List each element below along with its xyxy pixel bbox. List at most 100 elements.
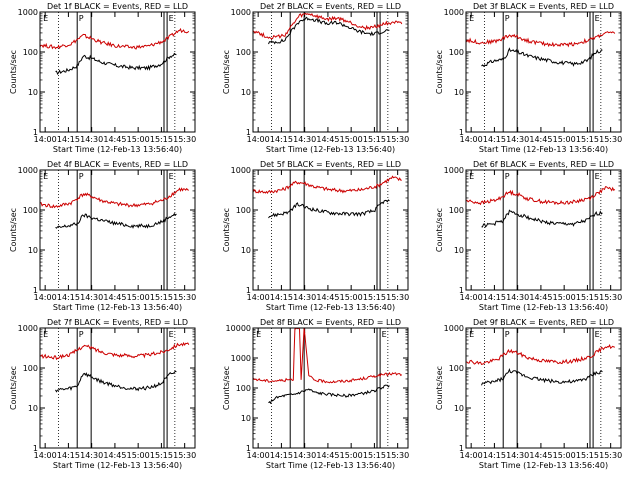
y-axis-label: Counts/sec bbox=[435, 366, 444, 410]
y-tick-label: 1 bbox=[33, 128, 38, 137]
lld-series-line bbox=[39, 27, 190, 50]
x-axis-label: Start Time (12-Feb-13 13:56:40) bbox=[266, 145, 395, 154]
panel-title: Det 4f BLACK = Events, RED = LLD bbox=[47, 160, 188, 169]
x-tick-label: 14:30 bbox=[293, 135, 316, 144]
events-series-line bbox=[481, 368, 603, 386]
region-label: E bbox=[169, 330, 174, 339]
y-axis-label: Counts/sec bbox=[222, 208, 231, 252]
plot-frame bbox=[39, 11, 196, 133]
region-label: P bbox=[505, 330, 510, 339]
y-tick-label: 100 bbox=[236, 48, 251, 57]
x-tick-label: 14:15 bbox=[483, 293, 506, 302]
y-tick-label: 10 bbox=[454, 246, 464, 255]
y-tick-label: 1 bbox=[246, 286, 251, 295]
x-tick-label: 15:30 bbox=[173, 451, 196, 460]
region-label: E bbox=[169, 172, 174, 181]
y-axis-label: Counts/sec bbox=[435, 50, 444, 94]
x-tick-label: 14:15 bbox=[57, 451, 80, 460]
lld-series-line bbox=[39, 341, 190, 361]
x-tick-label: 14:45 bbox=[103, 135, 126, 144]
x-tick-label: 14:00 bbox=[460, 135, 483, 144]
y-tick-label: 10 bbox=[241, 414, 251, 423]
region-label: E bbox=[469, 172, 474, 181]
x-tick-label: 15:00 bbox=[340, 135, 363, 144]
x-tick-label: 14:45 bbox=[316, 293, 339, 302]
y-tick-label: 100 bbox=[449, 48, 464, 57]
x-axis-label: Start Time (12-Feb-13 13:56:40) bbox=[479, 461, 608, 470]
x-tick-label: 14:15 bbox=[483, 135, 506, 144]
x-tick-label: 14:30 bbox=[506, 451, 529, 460]
panel-title: Det 6f BLACK = Events, RED = LLD bbox=[473, 160, 614, 169]
lld-series-line bbox=[465, 31, 616, 48]
y-tick-label: 100 bbox=[236, 206, 251, 215]
region-label: E bbox=[43, 172, 48, 181]
x-tick-label: 14:45 bbox=[316, 451, 339, 460]
x-tick-label: 15:30 bbox=[599, 135, 622, 144]
x-tick-label: 15:30 bbox=[386, 135, 409, 144]
x-tick-label: 14:45 bbox=[103, 451, 126, 460]
region-label: E bbox=[256, 330, 261, 339]
y-tick-label: 100 bbox=[23, 206, 38, 215]
y-tick-label: 10 bbox=[28, 88, 38, 97]
x-tick-label: 15:15 bbox=[150, 135, 173, 144]
x-tick-label: 15:15 bbox=[576, 135, 599, 144]
y-tick-label: 1 bbox=[246, 444, 251, 453]
y-axis-label: Counts/sec bbox=[9, 366, 18, 410]
panel-det-8: Det 8f BLACK = Events, RED = LLD 1 10 100 10… bbox=[222, 318, 409, 470]
x-tick-label: 15:00 bbox=[553, 293, 576, 302]
events-series-line bbox=[481, 209, 603, 228]
x-tick-label: 14:15 bbox=[57, 135, 80, 144]
y-tick-label: 1000 bbox=[231, 354, 251, 363]
x-tick-label: 14:00 bbox=[460, 293, 483, 302]
y-tick-label: 1000 bbox=[18, 8, 38, 17]
region-label: E bbox=[595, 172, 600, 181]
panel-title: Det 8f BLACK = Events, RED = LLD bbox=[260, 318, 401, 327]
x-tick-label: 15:00 bbox=[340, 293, 363, 302]
events-series-line bbox=[55, 212, 177, 229]
y-tick-label: 10 bbox=[28, 404, 38, 413]
x-axis-label: Start Time (12-Feb-13 13:56:40) bbox=[479, 145, 608, 154]
x-tick-label: 14:30 bbox=[506, 135, 529, 144]
events-series-line bbox=[268, 16, 390, 45]
y-tick-label: 10 bbox=[454, 88, 464, 97]
x-tick-label: 15:15 bbox=[150, 451, 173, 460]
panel-title: Det 5f BLACK = Events, RED = LLD bbox=[260, 160, 401, 169]
region-label: P bbox=[505, 172, 510, 181]
region-label: E bbox=[382, 330, 387, 339]
x-tick-label: 15:15 bbox=[576, 451, 599, 460]
plot-frame bbox=[465, 11, 622, 133]
panel-title: Det 7f BLACK = Events, RED = LLD bbox=[47, 318, 188, 327]
y-tick-label: 10 bbox=[28, 246, 38, 255]
x-tick-label: 15:15 bbox=[363, 293, 386, 302]
plot-frame bbox=[252, 11, 409, 133]
x-tick-label: 14:15 bbox=[270, 135, 293, 144]
x-tick-label: 14:30 bbox=[293, 451, 316, 460]
x-axis-label: Start Time (12-Feb-13 13:56:40) bbox=[479, 303, 608, 312]
x-axis-label: Start Time (12-Feb-13 13:56:40) bbox=[266, 461, 395, 470]
region-label: P bbox=[79, 14, 84, 23]
y-tick-label: 10 bbox=[241, 88, 251, 97]
y-tick-label: 1000 bbox=[444, 166, 464, 175]
x-tick-label: 14:15 bbox=[57, 293, 80, 302]
y-tick-label: 1 bbox=[459, 128, 464, 137]
lld-series-line bbox=[252, 327, 403, 384]
y-tick-label: 1 bbox=[459, 286, 464, 295]
y-tick-label: 1000 bbox=[231, 166, 251, 175]
x-tick-label: 15:15 bbox=[363, 135, 386, 144]
region-label: P bbox=[79, 172, 84, 181]
plot-frame bbox=[252, 169, 409, 291]
x-tick-label: 14:45 bbox=[316, 135, 339, 144]
x-tick-label: 14:15 bbox=[270, 293, 293, 302]
y-axis-label: Counts/sec bbox=[9, 208, 18, 252]
panel-det-1: Det 1f BLACK = Events, RED = LLD 1 10 100 10… bbox=[9, 2, 196, 154]
y-tick-label: 100 bbox=[23, 364, 38, 373]
x-tick-label: 15:30 bbox=[173, 293, 196, 302]
plot-frame bbox=[39, 327, 196, 449]
panel-title: Det 9f BLACK = Events, RED = LLD bbox=[473, 318, 614, 327]
x-tick-label: 14:00 bbox=[34, 135, 57, 144]
x-tick-label: 15:30 bbox=[599, 451, 622, 460]
region-label: E bbox=[595, 14, 600, 23]
events-series-line bbox=[481, 47, 603, 67]
x-tick-label: 14:30 bbox=[293, 293, 316, 302]
